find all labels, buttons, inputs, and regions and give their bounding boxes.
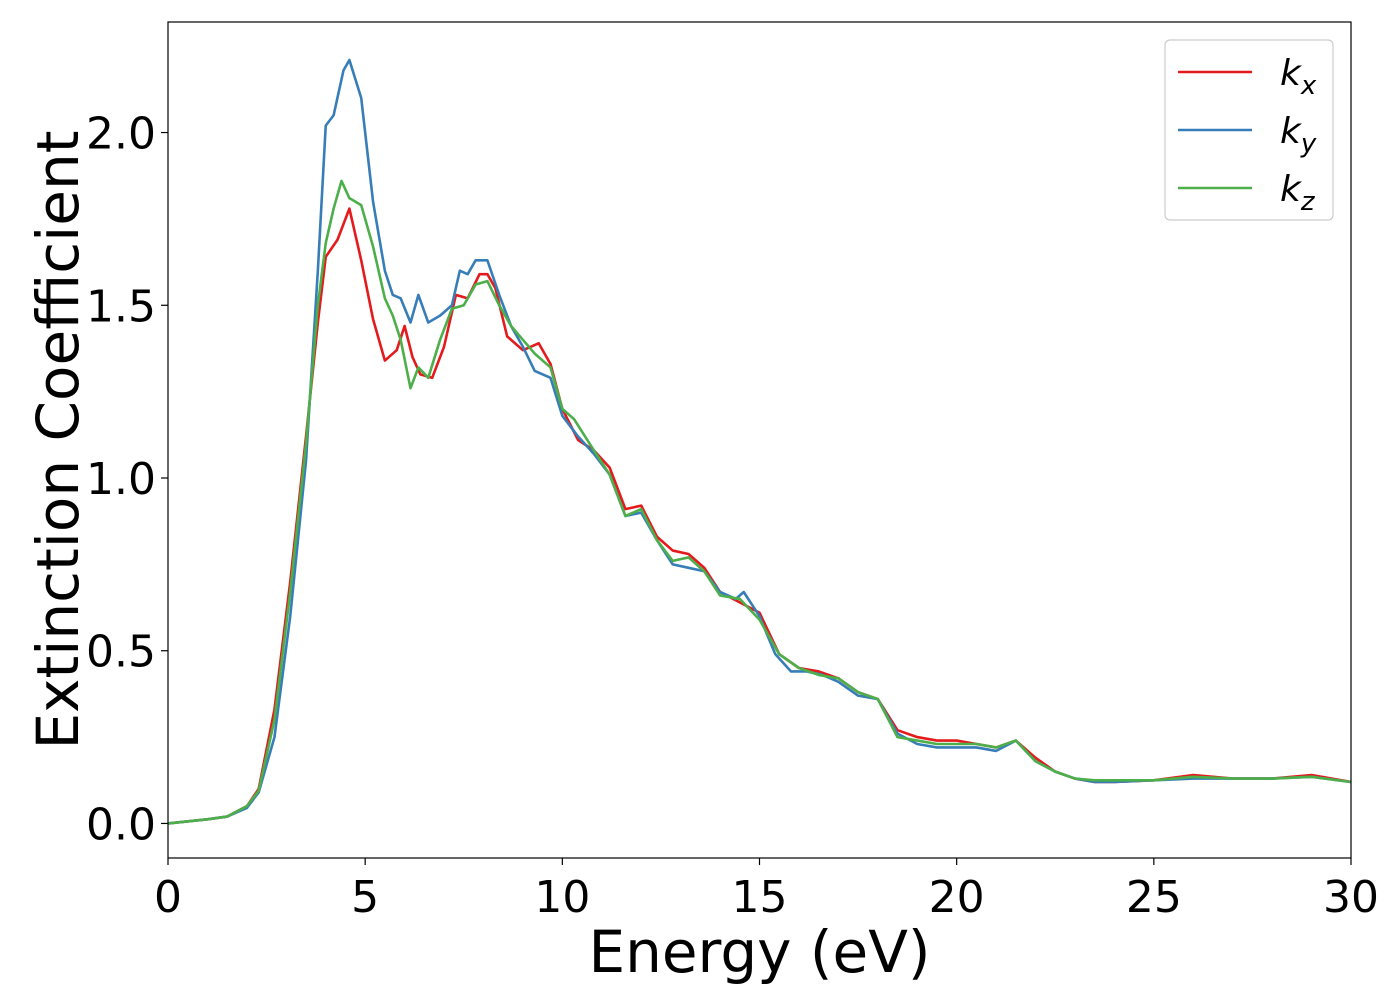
y-tick-label: 1.5 [86,281,156,332]
ticks-layer: 0 5 10 15 20 25 30 0.0 0.5 1.0 1.5 2.0 [86,109,1379,923]
x-tick-label: 5 [351,872,379,923]
series-layer [168,58,1351,825]
legend: kx ky kz [1164,39,1334,221]
legend-label-y: ky [1280,111,1317,159]
x-tick-label: 20 [929,872,985,923]
series-line-z [168,179,1351,825]
y-axis-title: Extinction Coefficient [24,131,92,750]
x-tick-label: 0 [154,872,182,923]
x-tick-label: 15 [732,872,788,923]
y-tick-label: 0.5 [86,627,156,678]
x-tick-label: 25 [1126,872,1182,923]
x-axis-title: Energy (eV) [588,918,930,986]
x-tick-label: 30 [1323,872,1379,923]
x-tick-label: 10 [534,872,590,923]
y-tick-label: 0.0 [86,799,156,850]
y-tick-label: 2.0 [86,109,156,160]
legend-label-z: kz [1280,169,1316,217]
legend-label-x: kx [1280,53,1317,101]
y-tick-label: 1.0 [86,454,156,505]
